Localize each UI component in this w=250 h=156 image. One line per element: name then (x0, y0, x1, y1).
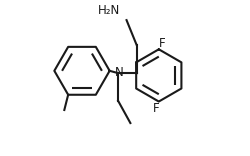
Text: F: F (159, 37, 166, 50)
Text: N: N (114, 66, 123, 79)
Text: H₂N: H₂N (98, 4, 120, 17)
Text: F: F (152, 102, 159, 115)
